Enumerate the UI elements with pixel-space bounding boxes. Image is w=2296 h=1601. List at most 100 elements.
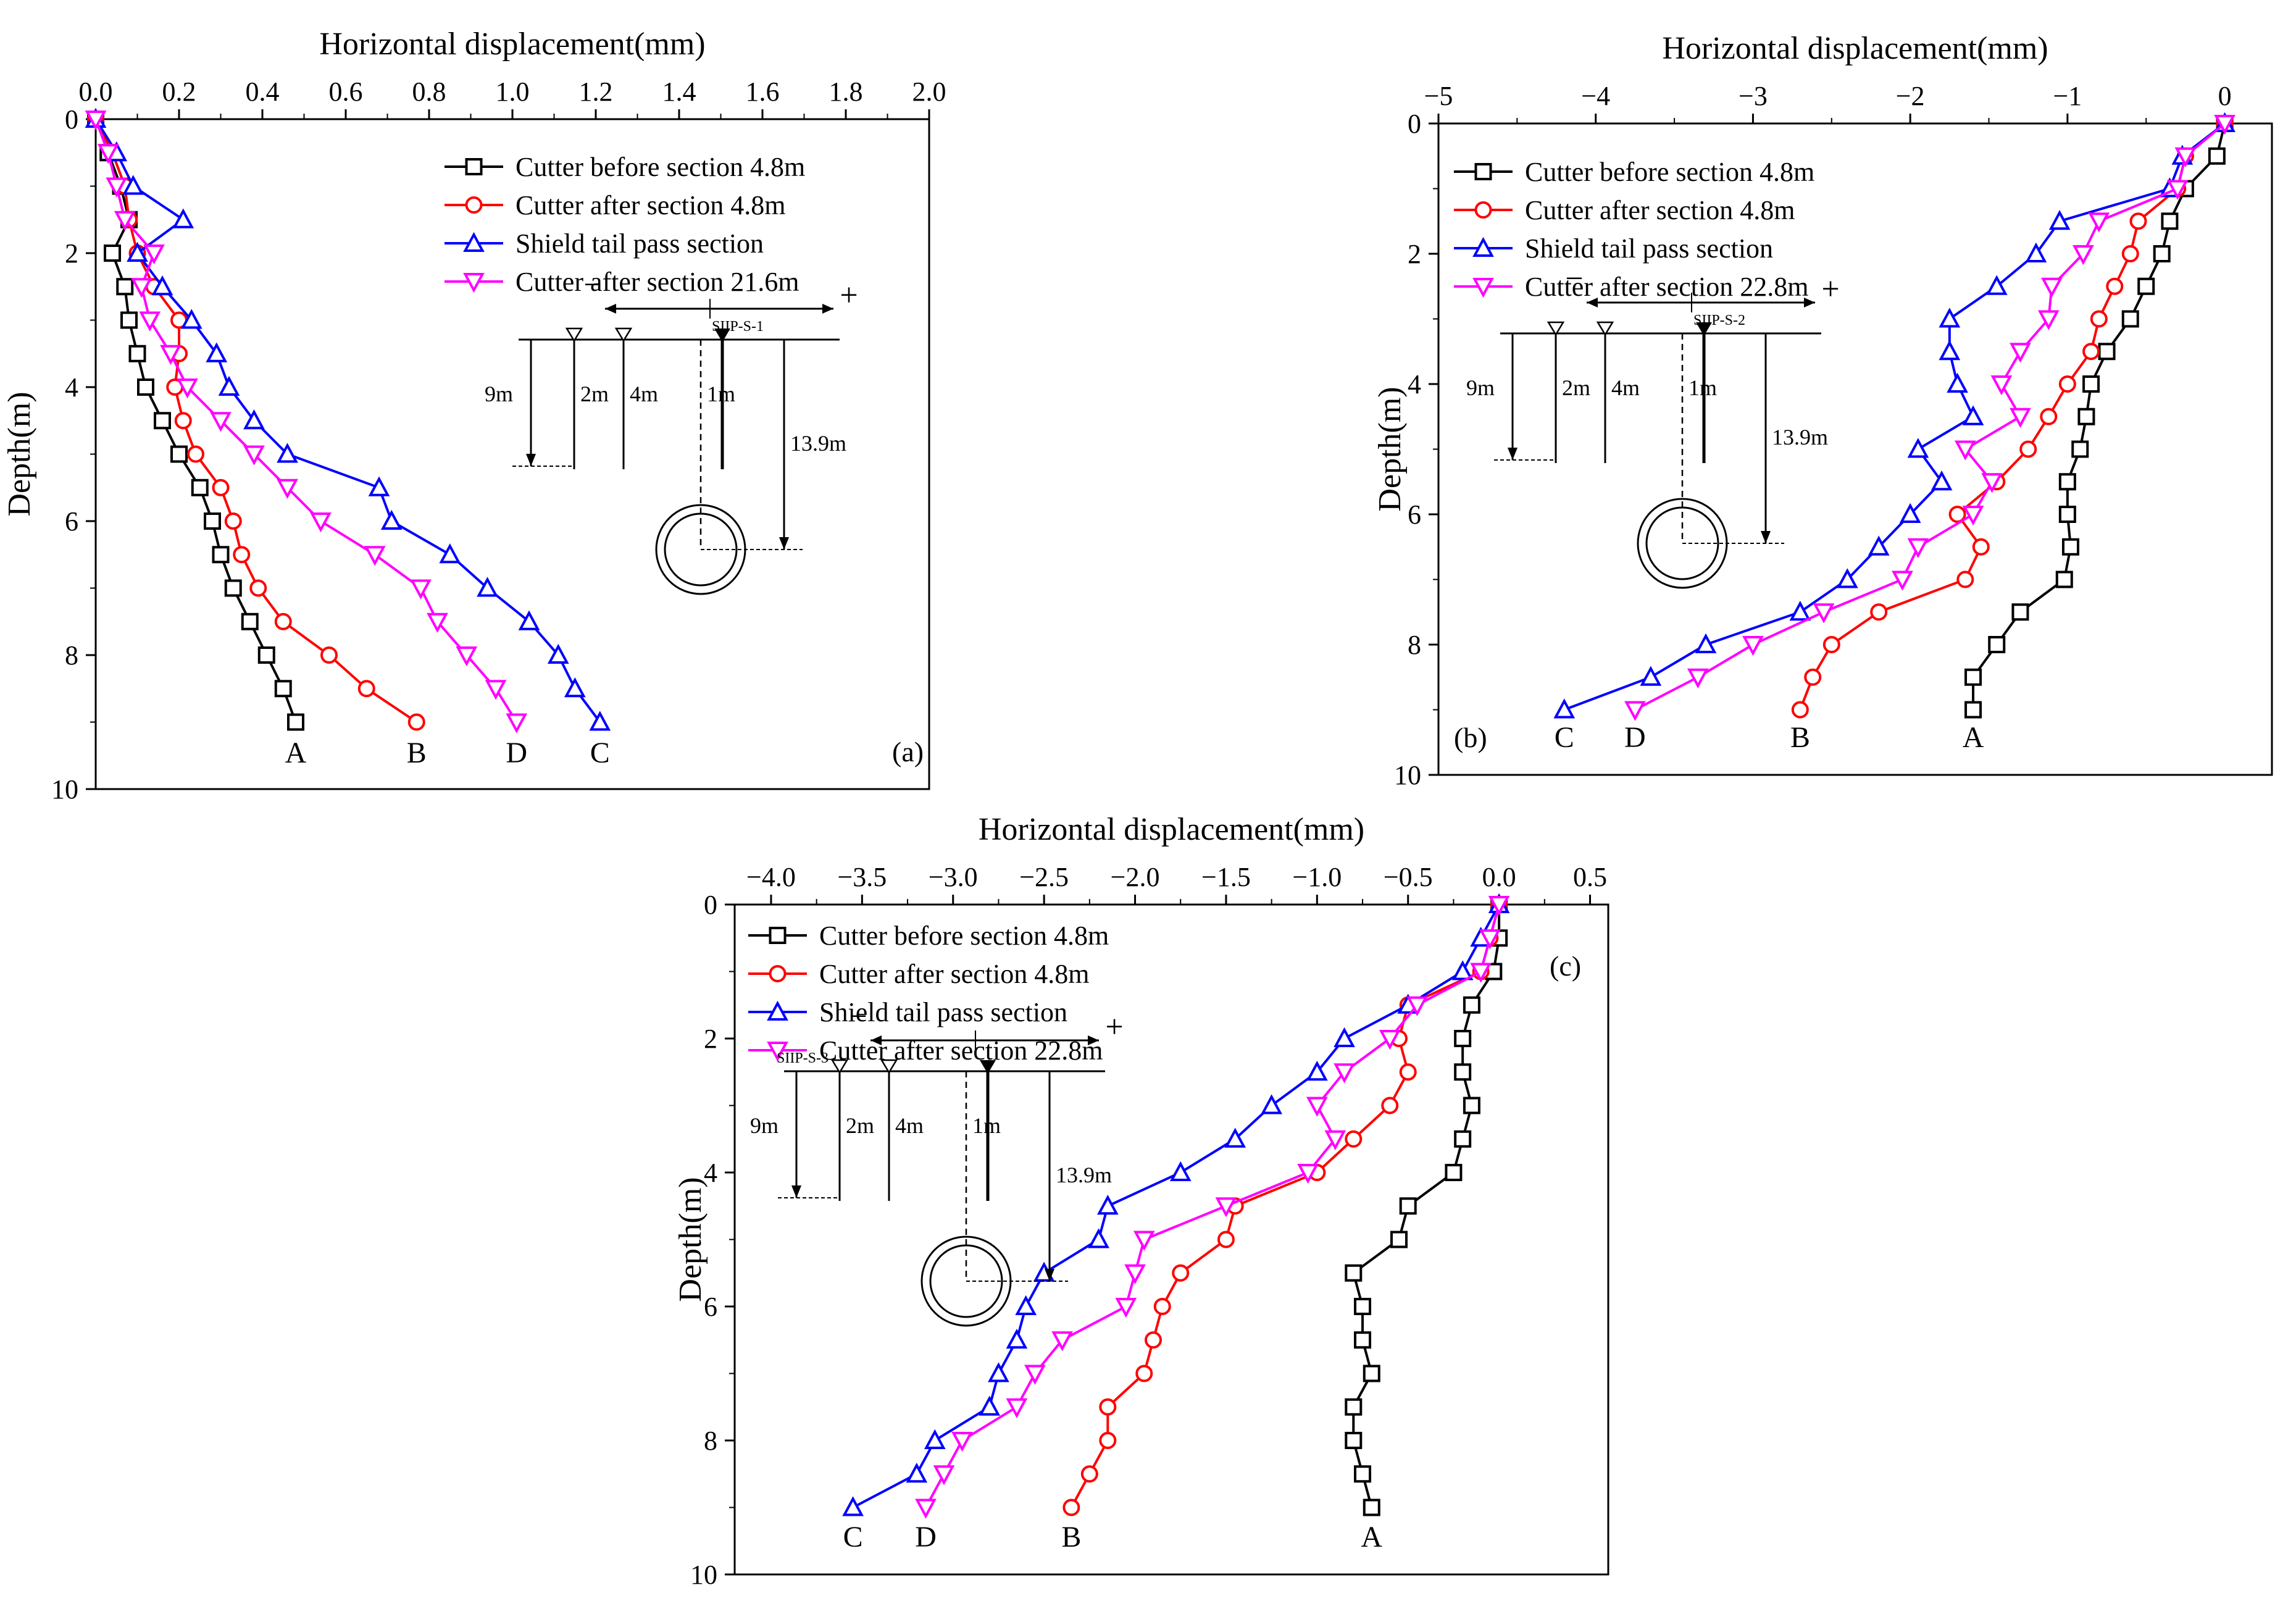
data-point-D bbox=[2037, 310, 2060, 330]
curve-label-C: C bbox=[1555, 721, 1574, 754]
x-tick-label: 1.2 bbox=[579, 77, 613, 107]
inset-13-9m-arrowhead bbox=[1761, 531, 1771, 543]
data-point-C bbox=[1224, 1127, 1246, 1148]
data-point-A bbox=[2011, 603, 2029, 621]
x-tick-label: 1.0 bbox=[496, 77, 530, 107]
data-point-D bbox=[933, 1465, 955, 1486]
inset-plus-sign: + bbox=[1105, 1010, 1123, 1045]
data-point-A bbox=[104, 245, 121, 262]
curve-label-A: A bbox=[1361, 1521, 1382, 1553]
data-point-B bbox=[2121, 245, 2139, 262]
data-point-C bbox=[1088, 1228, 1109, 1248]
x-tick-label: −3.0 bbox=[929, 862, 978, 892]
inset-label-4m: 4m bbox=[630, 382, 658, 406]
data-point-C bbox=[243, 409, 265, 430]
data-point-A bbox=[1363, 1365, 1380, 1382]
inset-label-13-9m: 13.9m bbox=[1772, 425, 1828, 449]
data-point-C bbox=[979, 1395, 1001, 1416]
legend-entry-C: Shield tail pass section bbox=[516, 228, 764, 259]
data-point-C bbox=[477, 577, 498, 597]
data-point-A bbox=[1354, 1298, 1372, 1315]
data-point-C bbox=[151, 275, 173, 296]
data-point-C bbox=[1868, 535, 1890, 556]
data-point-B bbox=[1172, 1264, 1190, 1282]
data-point-A bbox=[2071, 440, 2089, 458]
data-point-A bbox=[1354, 1331, 1372, 1349]
y-tick-label: 8 bbox=[704, 1426, 717, 1456]
inset-9m-arrowhead bbox=[526, 454, 536, 466]
legend-entry-D: Cutter after section 22.8m bbox=[1525, 272, 1808, 302]
inset-tunnel-outer-ring bbox=[920, 1235, 1012, 1327]
inset-4m-marker bbox=[614, 327, 633, 343]
data-point-D bbox=[485, 680, 507, 700]
y-tick-label: 0 bbox=[1408, 109, 1421, 139]
y-tick-label: 4 bbox=[1408, 369, 1421, 399]
inset-arrow-left-head bbox=[605, 304, 616, 314]
data-point-A bbox=[1390, 1231, 1408, 1248]
data-point-D bbox=[2010, 408, 2031, 428]
legend-marker-C bbox=[463, 232, 485, 252]
data-point-C bbox=[206, 342, 228, 362]
data-point-C bbox=[924, 1429, 946, 1449]
x-tick-label: 0.0 bbox=[1482, 862, 1516, 892]
data-point-B bbox=[1153, 1298, 1171, 1315]
data-point-D bbox=[1962, 506, 1984, 526]
data-point-A bbox=[212, 546, 230, 564]
data-point-C bbox=[589, 711, 611, 731]
x-tick-label: 0.8 bbox=[412, 77, 446, 107]
data-point-C bbox=[1015, 1295, 1037, 1315]
data-point-D bbox=[1115, 1298, 1137, 1318]
data-point-A bbox=[1445, 1164, 1463, 1181]
x-tick-label: −3 bbox=[1739, 81, 1768, 111]
inset-label-2m: 2m bbox=[846, 1113, 874, 1138]
legend-marker-B bbox=[769, 965, 787, 982]
data-point-B bbox=[1399, 1063, 1417, 1081]
data-point-A bbox=[128, 345, 146, 362]
series-line-A bbox=[1972, 123, 2226, 710]
x-tick-label: −2.5 bbox=[1019, 862, 1069, 892]
series-D bbox=[85, 111, 528, 734]
data-point-C bbox=[547, 643, 569, 664]
data-point-C bbox=[1789, 601, 1811, 621]
x-tick-label: 0 bbox=[2218, 81, 2232, 111]
legend-entry-B: Cutter after section 4.8m bbox=[516, 190, 785, 220]
data-point-D bbox=[1006, 1398, 1028, 1418]
y-tick-label: 10 bbox=[690, 1560, 717, 1590]
data-point-A bbox=[241, 612, 259, 630]
data-point-C bbox=[439, 543, 461, 564]
inset-arrow-left-head bbox=[1587, 298, 1598, 307]
inset-label-13-9m: 13.9m bbox=[1056, 1163, 1112, 1187]
inset-plus-sign: + bbox=[1821, 272, 1839, 307]
data-point-C bbox=[1947, 372, 1968, 393]
data-point-A bbox=[2153, 245, 2171, 262]
inset-tunnel-inner-ring bbox=[664, 512, 738, 587]
inset-label-4m: 4m bbox=[895, 1113, 924, 1138]
data-point-D bbox=[456, 646, 478, 667]
data-point-D bbox=[106, 177, 128, 198]
inset-4m-marker bbox=[1596, 321, 1614, 337]
inset-13-9m-arrowhead bbox=[1045, 1269, 1054, 1281]
curve-label-C: C bbox=[590, 737, 610, 769]
data-point-A bbox=[116, 278, 134, 296]
data-point-C bbox=[2048, 210, 2071, 230]
legend-entry-B: Cutter after section 4.8m bbox=[1525, 195, 1795, 225]
y-tick-label: 4 bbox=[65, 372, 78, 403]
data-point-C bbox=[1334, 1027, 1355, 1047]
curve-label-D: D bbox=[1624, 721, 1646, 754]
data-point-C bbox=[122, 175, 144, 195]
data-point-B bbox=[2058, 375, 2076, 393]
curve-label-B: B bbox=[1061, 1521, 1081, 1553]
data-point-B bbox=[1972, 538, 1990, 556]
data-point-D bbox=[160, 345, 182, 365]
data-point-B bbox=[212, 479, 230, 496]
data-point-C bbox=[1695, 633, 1717, 653]
data-point-B bbox=[1870, 603, 1888, 621]
y-tick-label: 10 bbox=[1394, 760, 1421, 790]
data-point-D bbox=[1379, 1030, 1401, 1050]
curve-label-A: A bbox=[285, 737, 307, 769]
data-point-C bbox=[1836, 568, 1858, 588]
data-point-A bbox=[191, 479, 209, 496]
data-point-A bbox=[287, 713, 304, 731]
data-point-A bbox=[1399, 1197, 1417, 1215]
data-point-C bbox=[2025, 242, 2047, 262]
